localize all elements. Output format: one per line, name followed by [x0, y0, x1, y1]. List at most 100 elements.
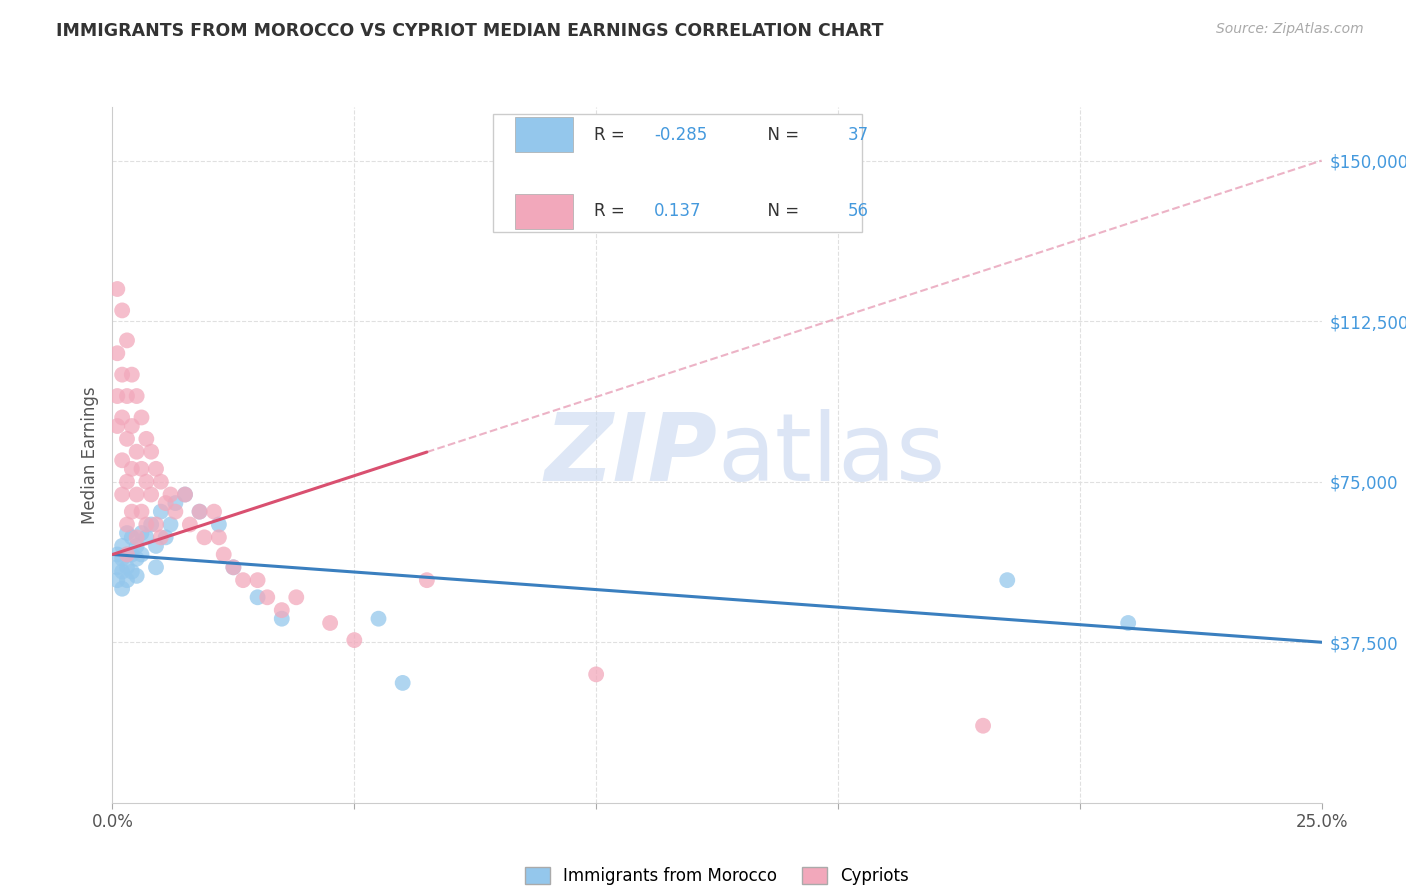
- Point: [165, 505, 187, 519]
- Point: [105, 346, 128, 360]
- Point: [256, 591, 278, 605]
- Point: [222, 560, 245, 574]
- Point: [585, 667, 607, 681]
- Point: [115, 334, 138, 348]
- Point: [141, 487, 163, 501]
- Text: -0.285: -0.285: [654, 126, 707, 144]
- Point: [222, 560, 245, 574]
- Point: [995, 573, 1018, 587]
- Point: [149, 530, 172, 544]
- Text: 0.137: 0.137: [654, 202, 702, 220]
- Text: R =: R =: [593, 126, 630, 144]
- Y-axis label: Median Earnings: Median Earnings: [80, 386, 98, 524]
- Point: [285, 591, 308, 605]
- Point: [115, 526, 138, 541]
- Point: [188, 505, 211, 519]
- Point: [246, 591, 269, 605]
- Point: [135, 517, 157, 532]
- Point: [131, 526, 153, 541]
- Point: [111, 487, 134, 501]
- Text: ZIP: ZIP: [544, 409, 717, 501]
- Point: [131, 505, 153, 519]
- Point: [121, 530, 143, 544]
- FancyBboxPatch shape: [515, 118, 574, 153]
- FancyBboxPatch shape: [515, 194, 574, 229]
- Point: [115, 548, 138, 562]
- Point: [270, 603, 292, 617]
- Point: [111, 368, 134, 382]
- Point: [125, 444, 148, 458]
- Text: N =: N =: [756, 126, 804, 144]
- Point: [270, 612, 292, 626]
- Point: [125, 539, 148, 553]
- Legend: Immigrants from Morocco, Cypriots: Immigrants from Morocco, Cypriots: [524, 867, 910, 885]
- Text: Source: ZipAtlas.com: Source: ZipAtlas.com: [1216, 22, 1364, 37]
- Point: [125, 487, 148, 501]
- Point: [202, 505, 225, 519]
- Point: [155, 496, 177, 510]
- Point: [972, 719, 994, 733]
- Point: [105, 282, 128, 296]
- Text: N =: N =: [756, 202, 804, 220]
- Point: [416, 573, 439, 587]
- Point: [125, 569, 148, 583]
- Point: [343, 633, 366, 648]
- FancyBboxPatch shape: [494, 114, 862, 232]
- Point: [115, 389, 138, 403]
- Point: [115, 573, 138, 587]
- Point: [159, 487, 181, 501]
- Point: [208, 530, 231, 544]
- Point: [135, 432, 157, 446]
- Point: [121, 505, 143, 519]
- Point: [131, 462, 153, 476]
- Point: [174, 487, 197, 501]
- Point: [121, 462, 143, 476]
- Point: [125, 551, 148, 566]
- Point: [111, 565, 134, 579]
- Point: [111, 303, 134, 318]
- Point: [367, 612, 389, 626]
- Point: [105, 548, 128, 562]
- Point: [145, 539, 167, 553]
- Point: [188, 505, 211, 519]
- Point: [105, 560, 128, 574]
- Point: [208, 517, 231, 532]
- Point: [193, 530, 215, 544]
- Point: [145, 517, 167, 532]
- Point: [111, 551, 134, 566]
- Point: [115, 475, 138, 489]
- Point: [174, 487, 197, 501]
- Text: 56: 56: [848, 202, 869, 220]
- Point: [145, 462, 167, 476]
- Point: [105, 389, 128, 403]
- Point: [121, 419, 143, 434]
- Text: R =: R =: [593, 202, 636, 220]
- Point: [155, 530, 177, 544]
- Point: [125, 389, 148, 403]
- Point: [115, 432, 138, 446]
- Point: [141, 517, 163, 532]
- Point: [135, 475, 157, 489]
- Point: [246, 573, 269, 587]
- Point: [1116, 615, 1139, 630]
- Point: [149, 475, 172, 489]
- Point: [115, 517, 138, 532]
- Point: [111, 539, 134, 553]
- Point: [105, 419, 128, 434]
- Point: [232, 573, 254, 587]
- Point: [135, 530, 157, 544]
- Point: [141, 444, 163, 458]
- Point: [319, 615, 342, 630]
- Point: [131, 548, 153, 562]
- Text: 37: 37: [848, 126, 869, 144]
- Point: [391, 676, 413, 690]
- Text: IMMIGRANTS FROM MOROCCO VS CYPRIOT MEDIAN EARNINGS CORRELATION CHART: IMMIGRANTS FROM MOROCCO VS CYPRIOT MEDIA…: [56, 22, 884, 40]
- Point: [115, 560, 138, 574]
- Point: [131, 410, 153, 425]
- Point: [125, 530, 148, 544]
- Point: [149, 505, 172, 519]
- Point: [121, 368, 143, 382]
- Point: [165, 496, 187, 510]
- Point: [179, 517, 201, 532]
- Point: [121, 565, 143, 579]
